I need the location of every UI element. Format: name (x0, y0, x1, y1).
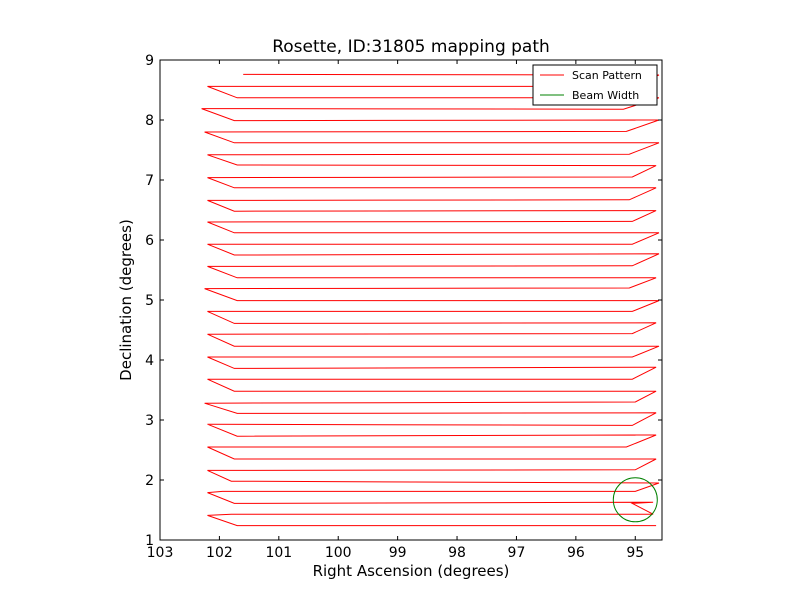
plot-area-background (160, 60, 662, 540)
legend: Scan Pattern Beam Width (532, 64, 658, 106)
x-tick-label-102: 102 (206, 545, 233, 561)
tick-layer: 103 102 101 100 99 98 97 96 95 1 2 3 4 5 6 7 8 9 (145, 53, 662, 561)
y-tick-label-2: 2 (145, 473, 154, 489)
scan-pattern-line (201, 73, 660, 527)
y-tick-label-8: 8 (145, 113, 154, 129)
y-tick-label-6: 6 (145, 233, 154, 249)
x-tick-label-101: 101 (265, 545, 292, 561)
y-tick-label-1: 1 (145, 533, 154, 549)
x-tick-label-103: 103 (147, 545, 174, 561)
x-tick-label-98: 98 (448, 545, 466, 561)
beam-width-circle (612, 477, 658, 523)
x-tick-label-96: 96 (567, 545, 585, 561)
y-tick-label-7: 7 (145, 173, 154, 189)
legend-label-beam-width: Beam Width (572, 89, 639, 102)
x-tick-label-99: 99 (389, 545, 407, 561)
y-tick-label-9: 9 (145, 53, 154, 69)
y-tick-label-3: 3 (145, 413, 154, 429)
x-axis-label: Right Ascension (degrees) (313, 562, 510, 580)
legend-box (532, 64, 658, 106)
chart-title: Rosette, ID:31805 mapping path (272, 37, 550, 57)
legend-label-scan-pattern: Scan Pattern (572, 69, 642, 82)
plot-frame (159, 59, 663, 541)
y-tick-label-4: 4 (145, 353, 154, 369)
y-tick-label-5: 5 (145, 293, 154, 309)
x-tick-label-95: 95 (626, 545, 644, 561)
series-layer (201, 73, 660, 527)
x-tick-label-97: 97 (508, 545, 526, 561)
x-tick-label-100: 100 (325, 545, 352, 561)
y-axis-label: Declination (degrees) (117, 219, 135, 381)
